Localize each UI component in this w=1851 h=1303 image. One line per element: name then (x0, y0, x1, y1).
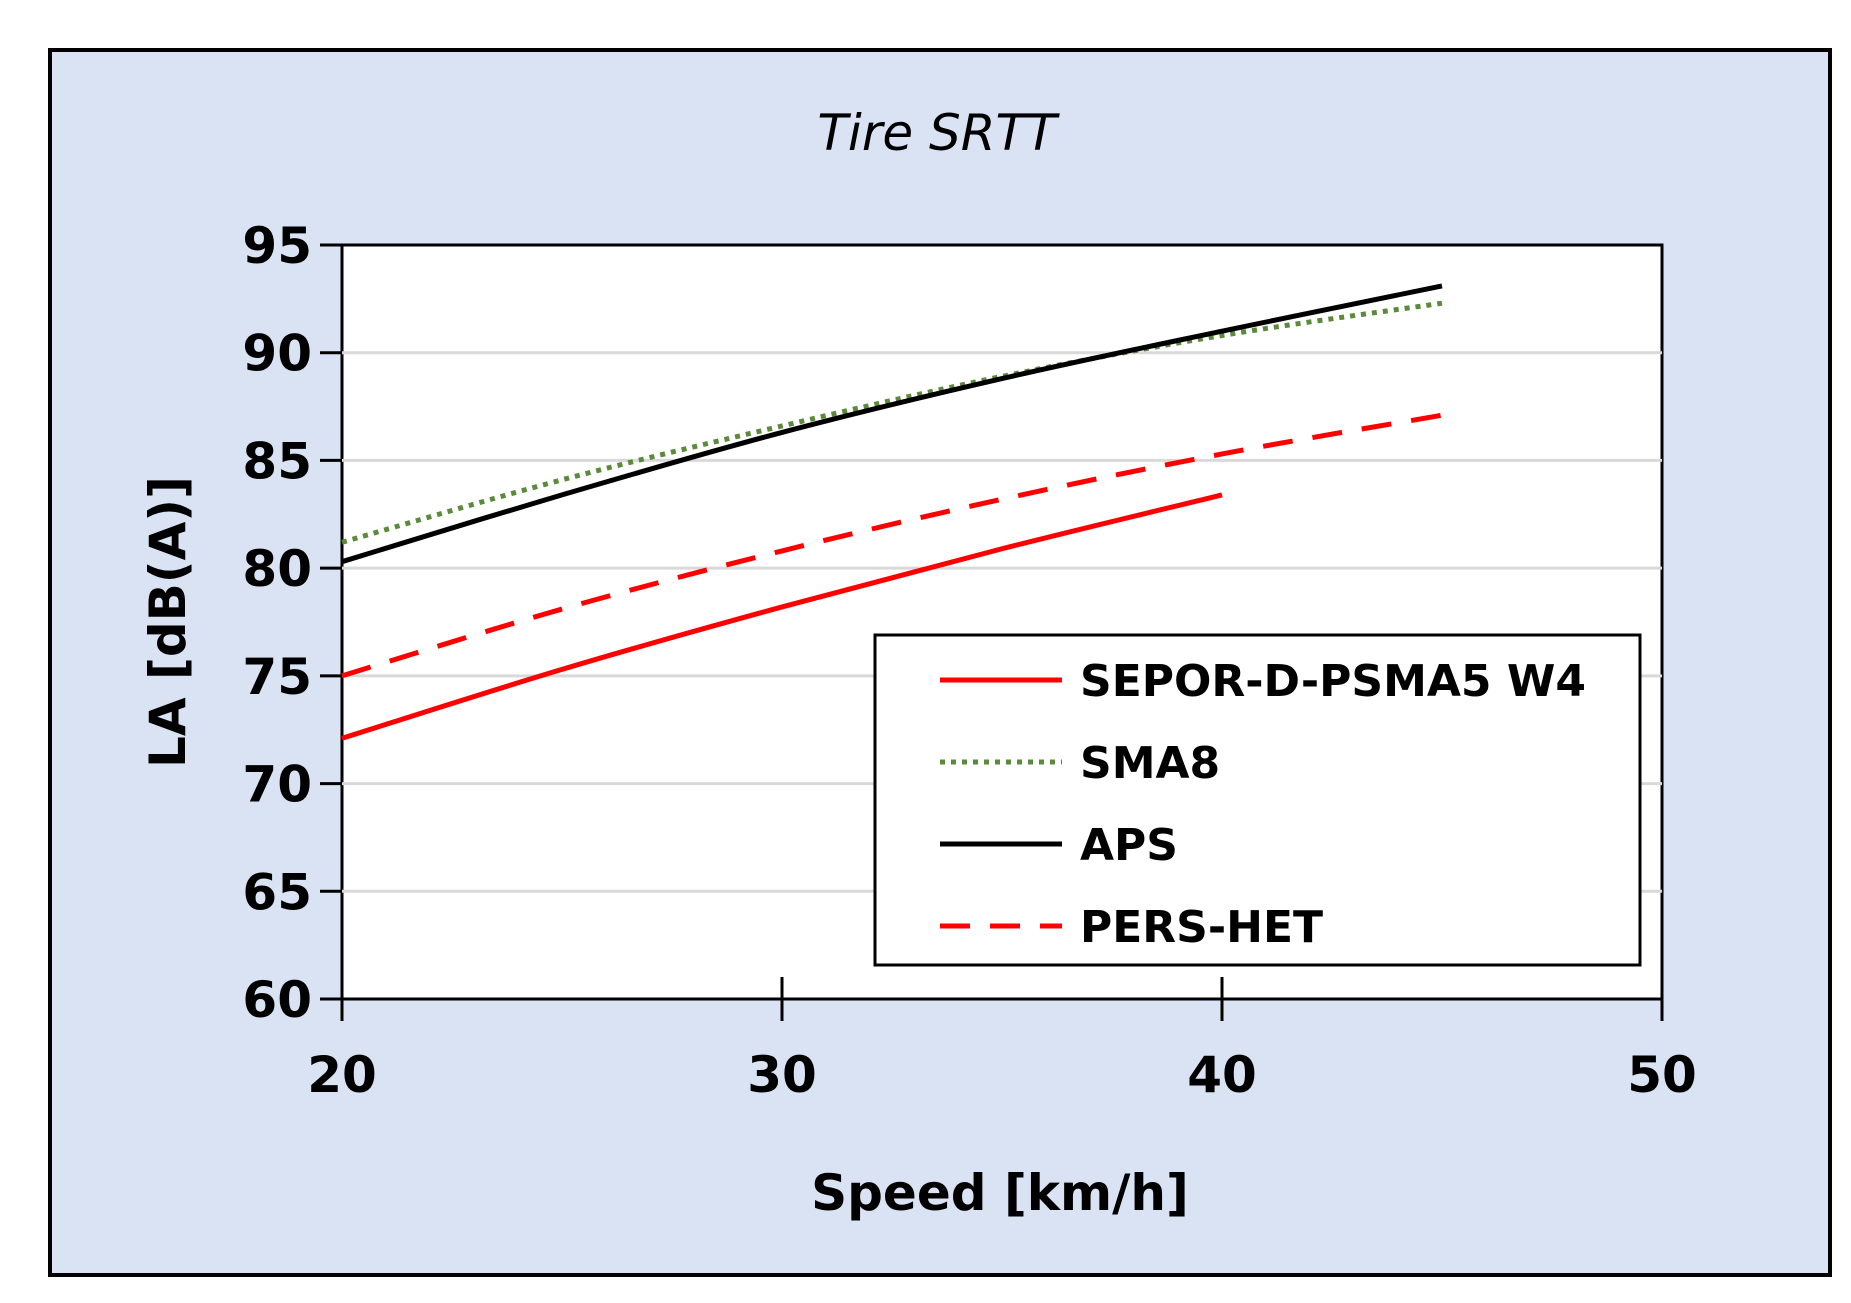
x-axis-title: Speed [km/h] (811, 1164, 1189, 1222)
y-tick-label-75: 75 (242, 648, 312, 706)
series-line-aps (341, 283, 1443, 565)
x-tick-label-50: 50 (1627, 1046, 1697, 1104)
legend-box (873, 633, 1642, 967)
legend: SEPOR-D-PSMA5 W4 SMA8 APS PERS-HET (873, 633, 1642, 967)
y-tick-label-85: 85 (242, 432, 312, 490)
series-lines (341, 283, 1443, 741)
legend-label-pers-het: PERS-HET (1080, 902, 1323, 953)
x-tick-label-40: 40 (1187, 1046, 1257, 1104)
series-line-sma8 (341, 300, 1443, 545)
tick-labels: 60 65 70 75 80 85 90 95 20 30 40 50 (242, 217, 1696, 1104)
y-tick-label-60: 60 (242, 971, 312, 1029)
legend-label-sma8: SMA8 (1080, 738, 1220, 789)
y-tick-label-95: 95 (242, 217, 312, 275)
legend-label-aps: APS (1080, 820, 1178, 871)
legend-label-sepor-d-psma5-w4: SEPOR-D-PSMA5 W4 (1080, 656, 1586, 707)
series-line-sepor-d-psma5-w4 (341, 492, 1223, 741)
y-tick-label-80: 80 (242, 540, 312, 598)
y-axis-title: LA [dB(A)] (139, 476, 197, 768)
chart-title: Tire SRTT (817, 104, 1060, 162)
y-tick-label-90: 90 (242, 325, 312, 383)
x-tick-label-20: 20 (307, 1046, 377, 1104)
x-tick-label-30: 30 (747, 1046, 817, 1104)
axes (320, 243, 1664, 1021)
y-tick-label-65: 65 (242, 863, 312, 921)
y-tick-label-70: 70 (242, 756, 312, 814)
series-line-pers-het (341, 412, 1443, 679)
